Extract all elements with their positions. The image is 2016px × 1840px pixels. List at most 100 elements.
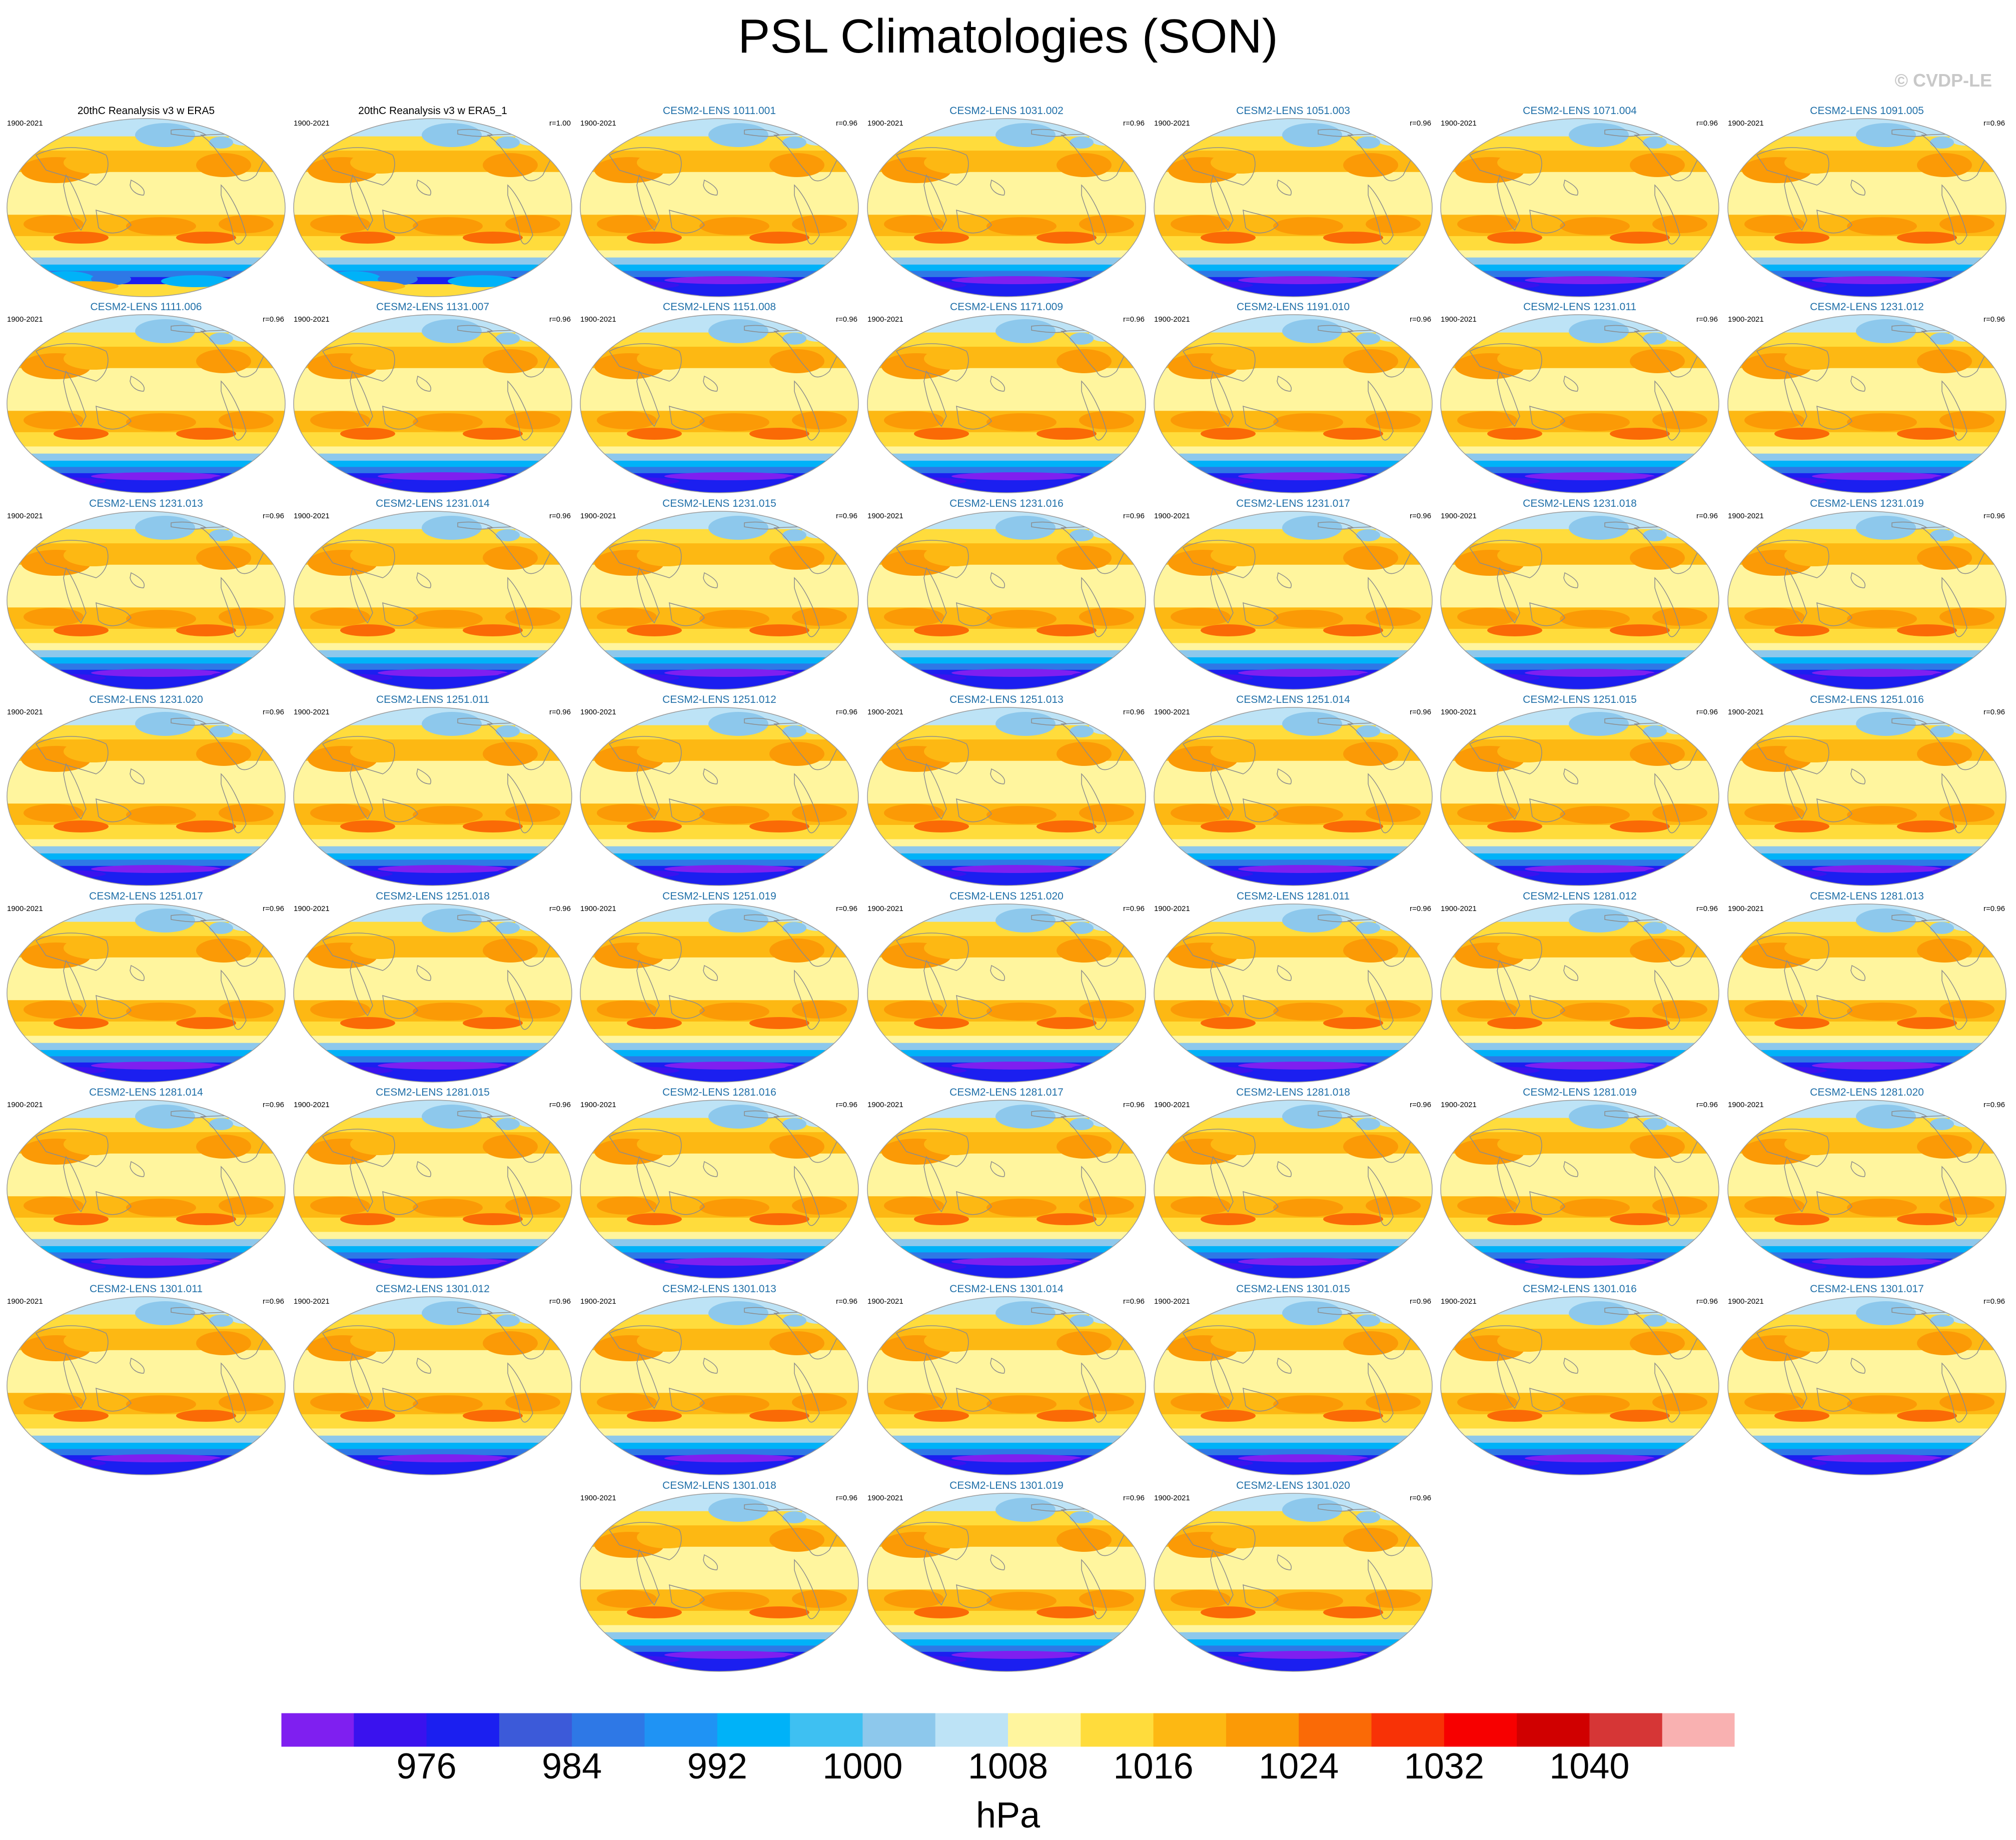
coastline-6 [990,768,1005,784]
southern-ocean-band-1 [580,846,858,854]
southern-high-core-2 [749,1606,809,1618]
southern-ocean-band-3 [1154,1449,1432,1456]
panel-title: CESM2-LENS 1281.012 [1523,890,1637,902]
panel-title: CESM2-LENS 1301.011 [89,1283,203,1295]
panel-years: 1900-2021 [1154,119,1190,128]
panel-title: CESM2-LENS 1281.019 [1523,1087,1637,1098]
southern-midlat-band [1441,824,1719,840]
panel-pattern-correlation: r=0.96 [1983,315,2005,324]
azores-high [769,939,824,963]
panel-years: 1900-2021 [294,315,330,324]
map-border [7,118,286,297]
south-indian-high-west [597,804,657,822]
southern-high-core-1 [340,1410,395,1422]
southern-transition-band [294,446,572,454]
coastline-5 [1210,1156,1234,1213]
coastline-7 [1604,1307,1641,1315]
south-pacific-high [1560,1395,1630,1413]
panel-pattern-correlation: r=0.96 [263,315,284,324]
circumpolar-trough-core [1238,865,1368,873]
southern-transition-band [1441,250,1719,258]
southern-ocean-band-3 [1728,271,2006,278]
panel-pattern-correlation: r=0.96 [549,904,571,913]
southern-ocean-band-3 [1441,1252,1719,1259]
map-border [580,1296,859,1475]
equatorial-trough [689,1163,769,1181]
south-indian-high-west [1744,1393,1804,1411]
map-panel: CESM2-LENS 1301.017 1900-2021 r=0.96 [1727,1283,2007,1478]
coastline-5 [1784,960,1807,1017]
panel-pattern-correlation: r=0.96 [836,1297,857,1306]
south-atlantic-high [505,1001,560,1019]
icelandic-low-core [782,137,806,149]
equatorial-trough [403,181,483,199]
psl-map [580,903,859,1083]
coastline-4 [1243,405,1279,430]
south-indian-high-west [884,1001,944,1019]
coastline-4 [669,1584,705,1608]
coastline-7 [171,325,207,333]
psl-map [7,118,286,297]
southern-high-core-2 [1323,1606,1383,1618]
coastline-2 [507,970,533,1030]
southern-midlat-band [7,432,285,447]
azores-high [483,742,538,766]
south-pacific-high [413,217,483,235]
coastline-6 [1563,1357,1578,1374]
panel-pattern-correlation: r=0.96 [1123,1297,1145,1306]
coastline-7 [1318,325,1354,333]
southern-ocean-band-2 [294,1442,572,1450]
southern-ocean-band-3 [1154,663,1432,670]
azores-high [1917,349,1972,373]
icelandic-low-core [1930,1118,1954,1130]
azores-high [1057,349,1112,373]
panel-years: 1900-2021 [1728,708,1764,716]
coastline-5 [636,763,660,820]
circumpolar-trough-core [951,1454,1082,1462]
coastline-6 [1850,179,1865,196]
asian-high [350,937,410,959]
southern-high-core-2 [1037,1017,1097,1029]
southern-high-core-1 [1774,232,1829,244]
circumpolar-trough-core [1238,472,1368,480]
southern-ocean-band-1 [867,257,1146,265]
panel-title: CESM2-LENS 1231.014 [376,498,490,509]
coastline-4 [96,995,132,1019]
asian-high [1211,937,1271,959]
coastline-2 [1368,1166,1394,1226]
asian-high [350,348,410,370]
map-panel: CESM2-LENS 1281.012 1900-2021 r=0.96 [1440,890,1720,1086]
southern-ocean-band-2 [867,657,1146,664]
equatorial-trough [1550,377,1630,395]
coastline-2 [1941,380,1967,441]
south-atlantic-high [505,1197,560,1215]
map-border [1154,707,1433,886]
colorbar-swatch [1081,1713,1154,1747]
map-panel: CESM2-LENS 1281.011 1900-2021 r=0.96 [1153,890,1433,1086]
map-border [1440,903,1719,1083]
panel-years: 1900-2021 [1441,1297,1477,1306]
southern-high-core-1 [1201,1606,1256,1618]
panel-title: CESM2-LENS 1301.020 [1236,1480,1350,1491]
south-indian-high-west [310,411,370,429]
coastline-5 [350,370,373,427]
circumpolar-trough-core [951,669,1082,677]
circumpolar-trough-core [378,1258,508,1266]
equatorial-trough [689,1556,769,1574]
south-atlantic-high [219,215,274,233]
panel-pattern-correlation: r=0.96 [1983,119,2005,128]
panel-pattern-correlation: r=0.96 [1123,904,1145,913]
coastline-6 [416,375,431,392]
panel-title: CESM2-LENS 1281.020 [1810,1087,1924,1098]
south-atlantic-high [219,1393,274,1411]
coastline-4 [669,602,705,626]
map-panel: CESM2-LENS 1051.003 1900-2021 r=0.96 [1153,105,1433,300]
icelandic-low-core [209,922,233,934]
coastline-7 [1031,1110,1068,1119]
colorbar-swatch [717,1713,790,1747]
panel-years: 1900-2021 [1441,315,1477,324]
southern-transition-band [1154,1232,1432,1240]
panel-pattern-correlation: r=0.96 [836,315,857,324]
southern-ocean-band-2 [580,1639,858,1646]
south-atlantic-high [1652,215,1707,233]
